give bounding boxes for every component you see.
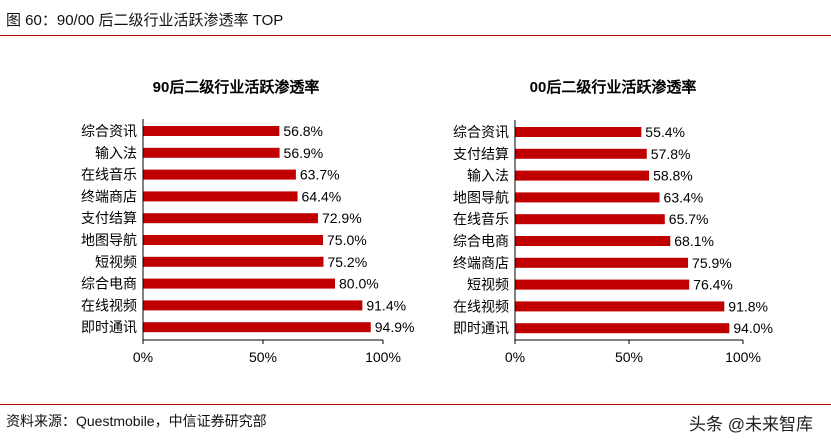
source-note: 资料来源：Questmobile，中信证券研究部 [6, 413, 267, 429]
watermark: 头条 @未来智库 [689, 415, 813, 434]
value-label: 75.2% [327, 254, 367, 270]
bar [515, 170, 650, 181]
bar [143, 213, 318, 224]
bar [143, 235, 323, 245]
value-label: 94.9% [375, 319, 415, 335]
category-label: 地图导航 [453, 189, 509, 205]
bar [515, 127, 642, 137]
x-tick-label: 0% [133, 349, 153, 365]
bar [143, 322, 371, 333]
bar [515, 148, 647, 159]
value-label: 64.4% [302, 188, 342, 204]
value-label: 58.8% [653, 168, 693, 184]
bar [143, 256, 324, 267]
bar [143, 147, 280, 158]
value-label: 91.4% [366, 297, 406, 313]
category-label: 即时通讯 [81, 319, 137, 335]
bar [515, 279, 690, 290]
x-tick-label: 50% [249, 349, 277, 365]
x-tick-label: 100% [365, 349, 401, 365]
category-label: 支付结算 [81, 210, 137, 226]
bar [515, 323, 730, 334]
category-label: 输入法 [467, 168, 509, 184]
value-label: 56.9% [284, 145, 324, 161]
bar [143, 278, 335, 289]
bar [515, 301, 725, 312]
category-label: 终端商店 [453, 255, 509, 271]
category-label: 短视频 [95, 254, 137, 270]
value-label: 55.4% [645, 124, 685, 140]
category-label: 综合电商 [81, 276, 137, 292]
category-label: 短视频 [467, 277, 509, 293]
chart-title: 90后二级行业活跃渗透率 [153, 78, 320, 96]
bar [143, 126, 280, 136]
value-label: 75.0% [327, 232, 367, 248]
category-label: 综合资讯 [453, 124, 509, 140]
value-label: 56.8% [283, 123, 323, 139]
bar [143, 191, 298, 202]
bar [143, 300, 363, 311]
value-label: 75.9% [692, 255, 732, 271]
value-label: 65.7% [669, 211, 709, 227]
bar [515, 214, 665, 225]
category-label: 输入法 [95, 145, 137, 161]
category-label: 即时通讯 [453, 320, 509, 336]
category-label: 支付结算 [453, 146, 509, 162]
x-tick-label: 50% [615, 349, 643, 365]
value-label: 57.8% [651, 146, 691, 162]
category-label: 综合电商 [453, 233, 509, 249]
chart-title: 00后二级行业活跃渗透率 [530, 78, 697, 96]
bar [515, 257, 689, 268]
bar [515, 236, 671, 246]
value-label: 91.8% [728, 298, 768, 314]
bar [515, 192, 660, 203]
figure-title: 图 60：90/00 后二级行业活跃渗透率 TOP [6, 12, 284, 29]
value-label: 80.0% [339, 276, 379, 292]
bar [143, 169, 296, 180]
category-label: 在线音乐 [81, 167, 137, 183]
value-label: 63.7% [300, 167, 340, 183]
top-rule [0, 35, 831, 36]
x-tick-label: 0% [505, 349, 525, 365]
value-label: 63.4% [664, 189, 704, 205]
bottom-rule [0, 404, 831, 405]
category-label: 终端商店 [81, 188, 137, 204]
value-label: 76.4% [693, 277, 733, 293]
x-tick-label: 100% [725, 349, 761, 365]
value-label: 72.9% [322, 210, 362, 226]
category-label: 地图导航 [81, 232, 137, 248]
value-label: 94.0% [733, 320, 773, 336]
category-label: 在线音乐 [453, 211, 509, 227]
value-label: 68.1% [674, 233, 714, 249]
category-label: 综合资讯 [81, 123, 137, 139]
category-label: 在线视频 [81, 297, 137, 313]
category-label: 在线视频 [453, 298, 509, 314]
